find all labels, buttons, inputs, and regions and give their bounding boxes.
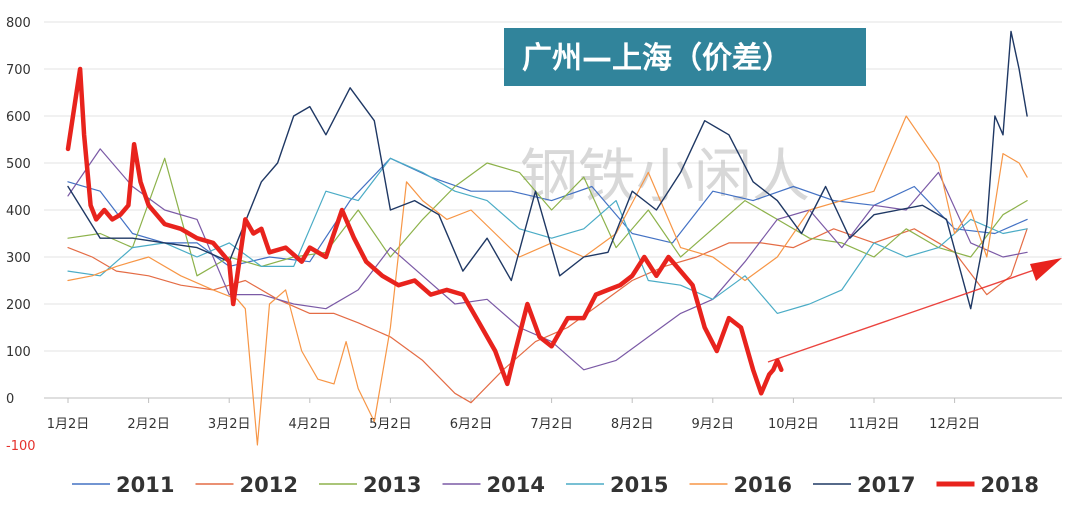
y-tick-label: 200: [6, 298, 31, 313]
y-tick-label: -100: [6, 439, 36, 454]
y-tick-label: 0: [6, 392, 14, 407]
legend-item-2017: 2017: [813, 473, 915, 497]
y-tick-label: 600: [6, 110, 31, 125]
y-tick-label: 500: [6, 157, 31, 172]
x-tick-label: 5月2日: [369, 417, 412, 432]
series-line-2018: [65, 66, 784, 396]
x-tick-label: 6月2日: [450, 417, 493, 432]
chart-title: 广州—上海（价差）: [522, 41, 792, 76]
series-lines: [65, 30, 1028, 446]
x-tick-label: 8月2日: [611, 417, 654, 432]
series-line-2014: [67, 148, 1028, 371]
x-tick-label: 7月2日: [530, 417, 573, 432]
series-line-2016: [67, 115, 1028, 446]
legend: 2011 2012 2013 2014 2015 2016 2017 2018: [72, 473, 1039, 497]
series-line-2013: [67, 157, 1028, 277]
legend-label: 2011: [116, 473, 174, 497]
legend-item-2016: 2016: [689, 473, 792, 497]
legend-label: 2013: [363, 473, 421, 497]
y-tick-label: 100: [6, 345, 31, 360]
y-tick-label: 300: [6, 251, 31, 266]
x-tick-label: 1月2日: [47, 417, 90, 432]
y-tick-label: 800: [6, 16, 31, 31]
legend-label: 2015: [610, 473, 668, 497]
x-axis-ticks: 1月2日 2月2日 3月2日 4月2日 5月2日 6月2日 7月2日 8月2日 9月2日 10月2…: [47, 398, 980, 432]
series-line-2017: [67, 30, 1028, 310]
y-tick-label: 400: [6, 204, 31, 219]
x-tick-label: 2月2日: [127, 417, 170, 432]
y-tick-label: 700: [6, 63, 31, 78]
legend-item-2013: 2013: [319, 473, 421, 497]
x-tick-label: 3月2日: [208, 417, 251, 432]
x-tick-label: 12月2日: [929, 417, 980, 432]
legend-label: 2016: [734, 473, 792, 497]
legend-label: 2017: [857, 473, 915, 497]
series-line-2011: [67, 157, 1028, 267]
legend-item-2011: 2011: [72, 473, 174, 497]
logo-text: 大数跨境: [42, 502, 102, 520]
legend-label: 2018: [981, 473, 1039, 497]
x-tick-label: 4月2日: [289, 417, 332, 432]
chart-title-box: 广州—上海（价差）: [504, 28, 866, 86]
series-line-2015: [67, 157, 1028, 314]
logo-icon: [4, 500, 36, 520]
legend-item-2012: 2012: [195, 473, 298, 497]
x-tick-label: 10月2日: [768, 417, 819, 432]
y-axis-ticks: 800 700 600 500 400 300 200 100 0 -100: [6, 16, 36, 454]
watermark-text: 钢铁小闲人: [520, 142, 810, 210]
x-tick-label: 11月2日: [849, 417, 900, 432]
legend-item-2015: 2015: [566, 473, 668, 497]
x-tick-label: 9月2日: [692, 417, 735, 432]
series-line-2012: [67, 228, 1028, 404]
legend-label: 2014: [487, 473, 545, 497]
legend-item-2014: 2014: [442, 473, 545, 497]
trend-arrow: [767, 258, 1062, 363]
legend-label: 2012: [240, 473, 298, 497]
legend-item-2018: 2018: [936, 473, 1039, 497]
logo: 大数跨境: [4, 500, 102, 520]
